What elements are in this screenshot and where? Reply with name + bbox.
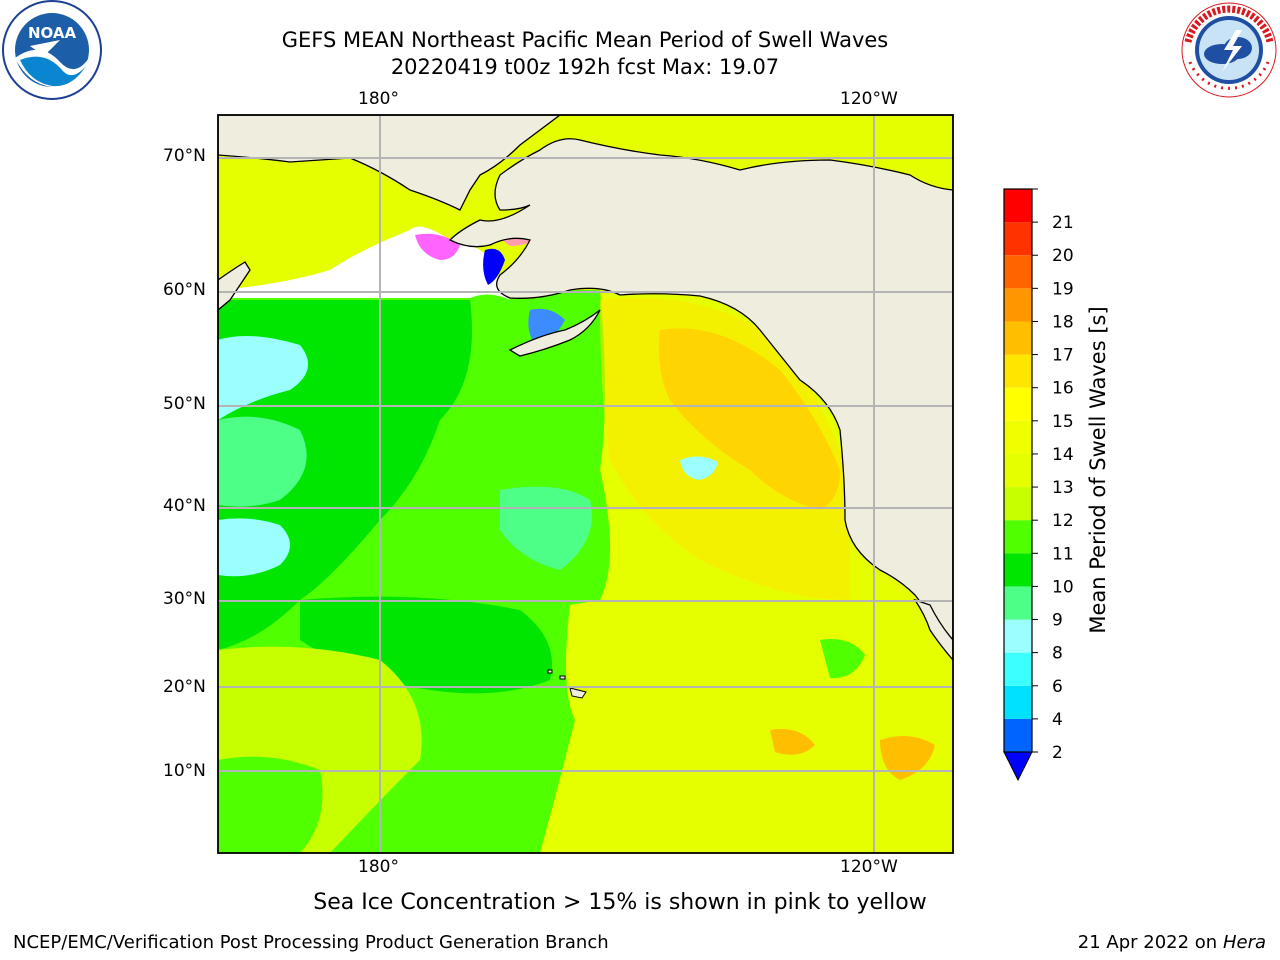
lat-label-20n: 20°N — [163, 677, 206, 697]
colorbar-tick-label: 15 — [1052, 412, 1074, 432]
nws-logo-icon — [1181, 2, 1277, 98]
footer-date-text: 21 Apr 2022 on — [1077, 932, 1223, 953]
colorbar-tick-label: 2 — [1052, 743, 1063, 763]
noaa-logo-icon: NOAA — [2, 0, 102, 100]
colorbar-tick-label: 17 — [1052, 346, 1074, 366]
colorbar-segment — [1004, 453, 1032, 488]
lat-label-70n: 70°N — [163, 146, 206, 166]
colorbar-segment — [1004, 487, 1032, 521]
sea-ice-pink — [415, 233, 460, 260]
svg-text:NOAA: NOAA — [28, 24, 77, 42]
lon-label-top-180: 180° — [358, 89, 399, 109]
swell-region-yellow-ne — [600, 298, 850, 600]
swell-region-orange-se — [880, 736, 935, 780]
land-baja — [913, 598, 953, 661]
colorbar-segment — [1004, 288, 1032, 322]
colorbar-segment — [1004, 420, 1032, 454]
swell-region-orange-se2 — [770, 729, 815, 755]
land-alaska-canada — [448, 115, 953, 656]
colorbar-extend-triangle — [1003, 751, 1033, 782]
colorbar-segment — [1004, 619, 1032, 653]
chart-subtitle: 20220419 t00z 192h fcst Max: 19.07 — [390, 55, 780, 79]
colorbar-segment — [1004, 718, 1032, 752]
colorbar-segment — [1004, 321, 1032, 355]
footer-host: Hera — [1222, 932, 1266, 953]
lat-label-40n: 40°N — [163, 496, 206, 516]
land-alaska-peninsula — [508, 309, 601, 357]
colorbar-tick-label: 6 — [1052, 677, 1063, 697]
graticule — [218, 115, 953, 853]
colorbar-tick-label: 10 — [1052, 577, 1074, 597]
colorbar-segment — [1004, 652, 1032, 686]
swell-region-green-east — [820, 639, 865, 679]
land-hawaii — [547, 669, 587, 699]
colorbar: 2 4 6 8 9 10 11 12 13 14 15 16 17 18 19 20 21 — [1003, 188, 1074, 782]
sea-ice-blue — [483, 248, 505, 285]
swell-region-cyan-spot — [680, 456, 718, 480]
colorbar-tick-label: 21 — [1052, 213, 1074, 233]
colorbar-segment — [1004, 387, 1032, 421]
footer-credit: NCEP/EMC/Verification Post Processing Pr… — [13, 932, 609, 953]
swell-region-cyan-west — [218, 336, 308, 420]
colorbar-outline — [1003, 188, 1033, 753]
land-kamchatka — [218, 261, 251, 311]
colorbar-tick-label: 4 — [1052, 710, 1063, 730]
lon-label-top-120w: 120°W — [840, 89, 898, 109]
cook-inlet-blue — [528, 308, 565, 345]
chart-title: GEFS MEAN Northeast Pacific Mean Period … — [281, 28, 889, 52]
lat-label-10n: 10°N — [163, 761, 206, 781]
colorbar-segment — [1004, 520, 1032, 554]
colorbar-tick-label: 18 — [1052, 312, 1074, 332]
land-asia — [218, 115, 562, 211]
swell-region-cyan-west2 — [218, 518, 290, 577]
colorbar-tick-label: 13 — [1052, 478, 1074, 498]
colorbar-label: Mean Period of Swell Waves [s] — [1086, 306, 1110, 634]
colorbar-segment — [1004, 222, 1032, 256]
lat-label-50n: 50°N — [163, 394, 206, 414]
lon-label-bottom-120w: 120°W — [840, 857, 898, 877]
swell-region-teal — [218, 416, 307, 507]
colorbar-tick-label: 11 — [1052, 544, 1074, 564]
footer-date: 21 Apr 2022 on Hera — [1078, 932, 1266, 953]
colorbar-tick-label: 14 — [1052, 445, 1074, 465]
map-frame — [217, 114, 954, 854]
colorbar-segment — [1004, 255, 1032, 289]
sea-ice-caption-text: Sea Ice Concentration > 15% is shown in … — [313, 890, 927, 915]
lat-label-30n: 30°N — [163, 589, 206, 609]
colorbar-tick-label: 16 — [1052, 379, 1074, 399]
lat-label-60n: 60°N — [163, 280, 206, 300]
colorbar-segment — [1004, 189, 1032, 223]
swell-region-green-south — [218, 756, 323, 853]
colorbar-tick-label: 12 — [1052, 511, 1074, 531]
colorbar-tick-label: 20 — [1052, 246, 1074, 266]
sea-ice-caption: Sea Ice Concentration > 15% is shown in … — [0, 890, 1280, 915]
colorbar-tick-label: 19 — [1052, 279, 1074, 299]
colorbar-segment — [1004, 586, 1032, 620]
colorbar-segment — [1004, 553, 1032, 587]
colorbar-tick-label: 9 — [1052, 611, 1063, 631]
colorbar-tick-label: 8 — [1052, 644, 1063, 664]
colorbar-segment — [1004, 685, 1032, 719]
lon-label-bottom-180: 180° — [358, 857, 399, 877]
colorbar-segment — [1004, 354, 1032, 388]
